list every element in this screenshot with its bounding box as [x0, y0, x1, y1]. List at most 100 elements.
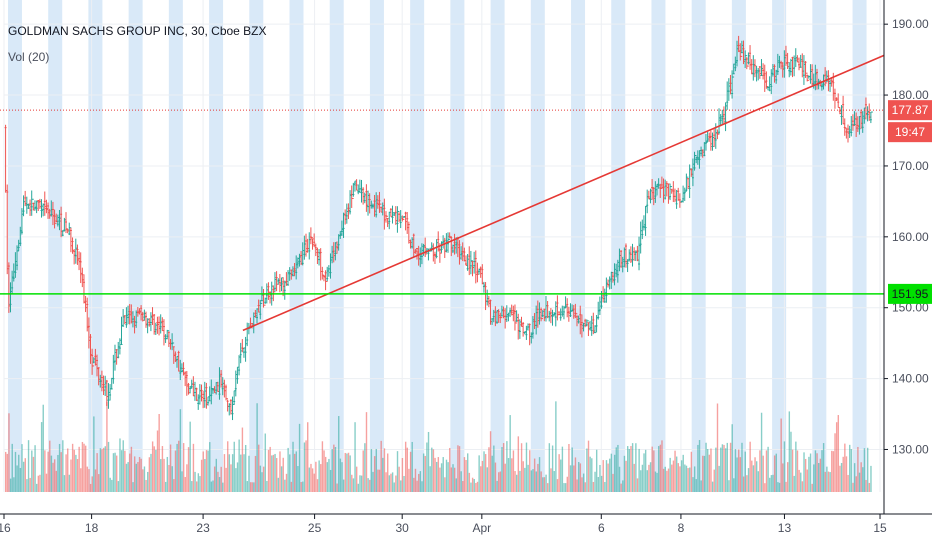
- volume-bar: [390, 473, 392, 492]
- volume-bar: [460, 471, 462, 492]
- volume-bar: [161, 446, 164, 492]
- volume-bar: [292, 441, 294, 492]
- volume-bar: [295, 451, 297, 492]
- volume-bar: [342, 479, 345, 492]
- volume-bar: [151, 441, 154, 492]
- volume-bar: [625, 460, 627, 492]
- volume-bar: [354, 422, 356, 492]
- volume-bar: [16, 465, 18, 492]
- volume-bar: [398, 466, 400, 492]
- volume-bar: [640, 470, 642, 492]
- x-tick-label: 6: [598, 521, 605, 535]
- volume-bar: [715, 447, 717, 492]
- volume-bar: [566, 476, 568, 492]
- volume-bar: [693, 466, 696, 492]
- volume-bar: [414, 468, 417, 492]
- volume-bar: [142, 469, 144, 492]
- x-tick-label: 8: [678, 521, 685, 535]
- volume-bar: [199, 476, 201, 492]
- volume-bar: [542, 477, 544, 492]
- volume-bar: [595, 449, 598, 492]
- session-band: [530, 0, 545, 492]
- volume-bar: [720, 447, 722, 492]
- volume-bar: [845, 456, 848, 492]
- volume-bar: [75, 454, 77, 492]
- volume-bar: [406, 447, 409, 492]
- volume-bar: [367, 478, 369, 492]
- volume-bar: [205, 450, 208, 492]
- volume-bar: [791, 449, 794, 492]
- y-tick-label: 160.00: [892, 230, 929, 244]
- session-band: [571, 0, 586, 492]
- volume-bar: [682, 454, 684, 492]
- volume-bar: [514, 471, 516, 492]
- volume-bar: [821, 450, 823, 492]
- volume-bar: [204, 459, 206, 492]
- volume-bar: [125, 463, 128, 492]
- volume-bar: [675, 456, 678, 492]
- volume-bar: [835, 422, 838, 492]
- volume-bar: [435, 461, 438, 492]
- volume-bar: [244, 444, 247, 492]
- volume-bar: [434, 457, 436, 492]
- session-band: [88, 0, 103, 492]
- volume-bar: [182, 443, 185, 492]
- volume-bar: [641, 464, 644, 492]
- volume-bar: [553, 471, 555, 492]
- volume-bar: [582, 473, 585, 492]
- volume-bar: [545, 474, 547, 492]
- session-band: [651, 0, 666, 492]
- volume-bar: [276, 458, 278, 492]
- volume-bar: [643, 453, 645, 492]
- volume-bar: [11, 443, 13, 492]
- volume-bar: [178, 440, 180, 492]
- volume-bar: [592, 481, 595, 492]
- volume-bar: [594, 471, 596, 492]
- volume-bar: [458, 446, 461, 492]
- session-band: [691, 0, 706, 492]
- y-tick-label: 170.00: [892, 159, 929, 173]
- volume-bar: [191, 481, 193, 492]
- volume-bar: [21, 444, 23, 492]
- volume-bar: [840, 462, 843, 492]
- volume-bar: [863, 448, 866, 492]
- x-tick-label: 13: [778, 521, 792, 535]
- volume-bar: [140, 458, 142, 492]
- volume-bar: [796, 450, 799, 492]
- volume-bar: [403, 475, 405, 492]
- volume-bar: [687, 468, 689, 492]
- volume-bar: [726, 442, 728, 492]
- volume-bar: [194, 471, 196, 492]
- volume-bar: [568, 443, 570, 492]
- volume-bar: [207, 450, 209, 492]
- volume-bar: [65, 454, 67, 492]
- volume-bar: [68, 474, 71, 492]
- volume-bar: [137, 462, 139, 492]
- volume-bar: [680, 460, 683, 492]
- volume-bar: [759, 450, 761, 492]
- volume-bar: [857, 446, 859, 492]
- volume-bar: [130, 446, 133, 492]
- volume-bar: [793, 475, 795, 492]
- volume-bar: [280, 466, 283, 492]
- volume-bar: [543, 477, 546, 492]
- countdown-badge: [888, 122, 932, 143]
- volume-bar: [349, 455, 351, 492]
- session-shading: [7, 0, 867, 492]
- volume-bar: [254, 455, 257, 492]
- volume-bar: [166, 456, 169, 492]
- x-tick-label: 23: [196, 521, 210, 535]
- volume-bar: [698, 440, 701, 492]
- volume-bar: [253, 482, 255, 492]
- volume-bar: [120, 450, 123, 492]
- volume-bar: [171, 466, 173, 492]
- volume-bar: [475, 482, 477, 492]
- volume-bar: [775, 453, 777, 492]
- volume-bar: [865, 479, 867, 492]
- volume-bar: [501, 447, 503, 492]
- volume-bar: [560, 459, 562, 492]
- volume-bar: [362, 450, 364, 492]
- volume-bar: [584, 482, 586, 492]
- volume-bar: [610, 453, 613, 492]
